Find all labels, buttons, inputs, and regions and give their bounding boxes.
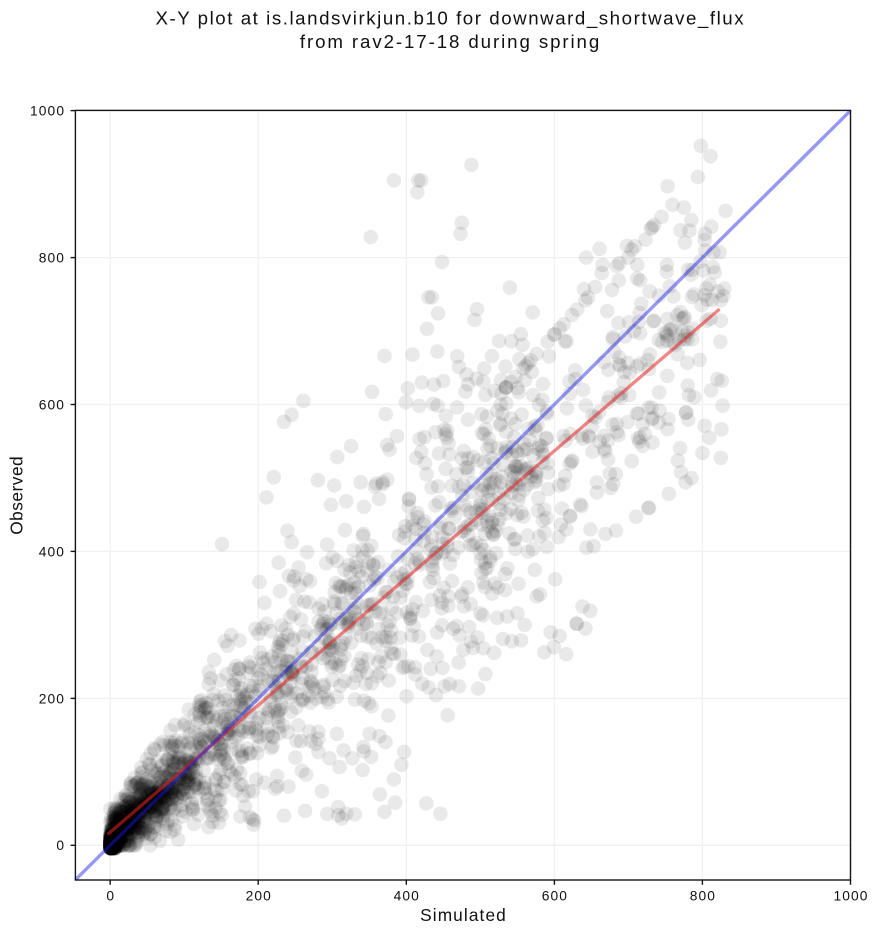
svg-text:Simulated: Simulated bbox=[420, 905, 507, 925]
svg-text:from rav2-17-18 during spring: from rav2-17-18 during spring bbox=[300, 31, 601, 52]
svg-text:400: 400 bbox=[39, 544, 65, 559]
svg-text:800: 800 bbox=[690, 889, 716, 904]
svg-text:X-Y plot at is.landsvirkjun.b1: X-Y plot at is.landsvirkjun.b10 for down… bbox=[155, 7, 745, 29]
svg-text:0: 0 bbox=[106, 889, 115, 904]
svg-text:600: 600 bbox=[542, 889, 568, 904]
svg-text:1000: 1000 bbox=[30, 104, 65, 119]
svg-text:600: 600 bbox=[39, 397, 65, 412]
svg-text:200: 200 bbox=[39, 691, 65, 706]
svg-text:400: 400 bbox=[394, 889, 420, 904]
svg-text:1000: 1000 bbox=[833, 889, 868, 904]
svg-text:0: 0 bbox=[56, 838, 65, 853]
svg-text:800: 800 bbox=[39, 251, 65, 266]
svg-text:Observed: Observed bbox=[6, 456, 26, 535]
svg-text:200: 200 bbox=[246, 889, 272, 904]
